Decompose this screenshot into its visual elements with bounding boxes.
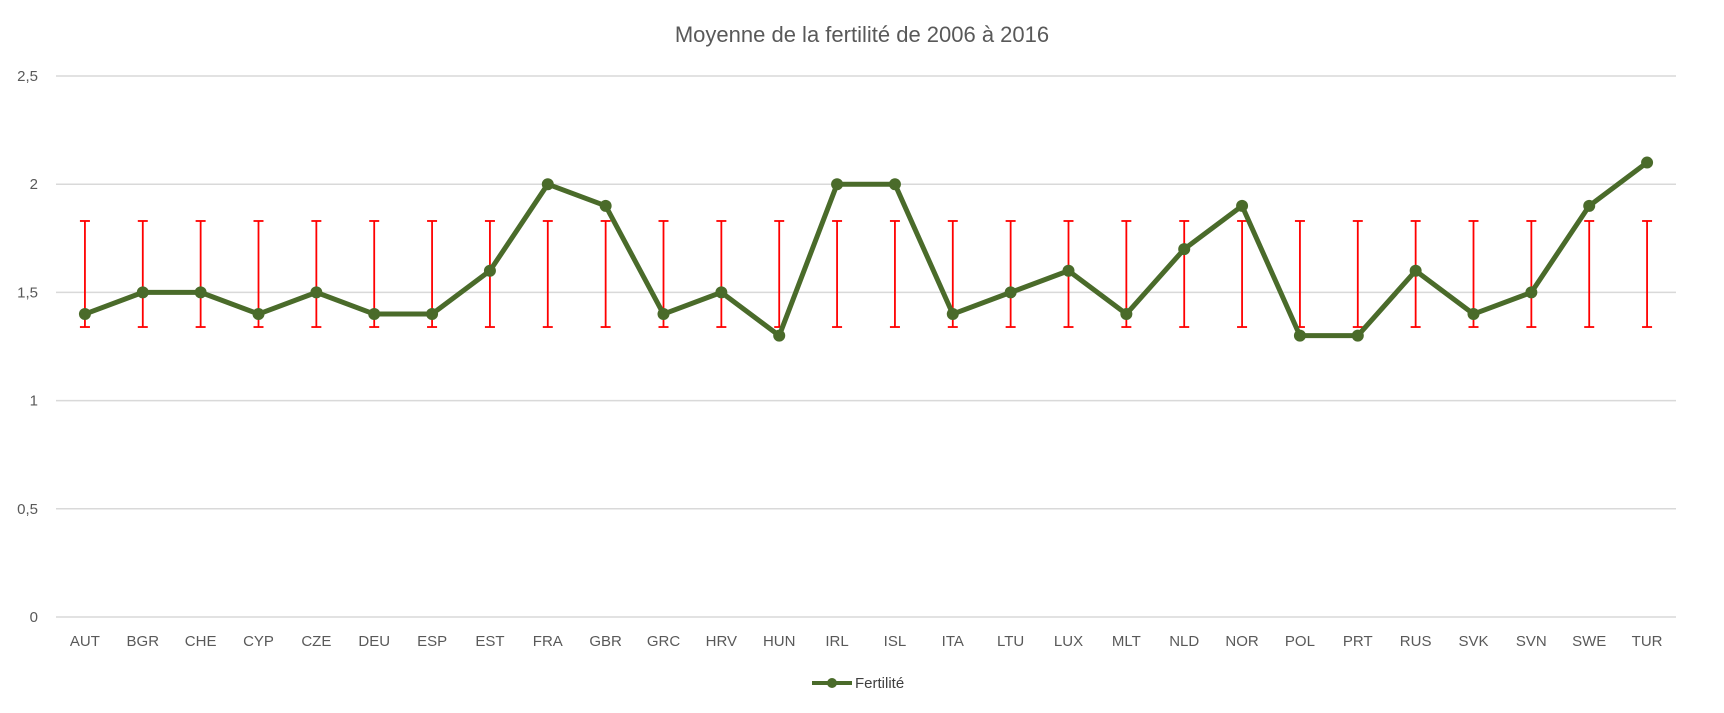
y-tick-label: 2,5	[17, 68, 38, 85]
x-tick-label: SVN	[1516, 633, 1547, 650]
y-axis-ticks: 0 0,5 1 1,5 2 2,5	[17, 68, 38, 626]
data-point	[426, 308, 439, 321]
data-point	[1641, 156, 1654, 169]
data-point	[252, 308, 265, 321]
x-tick-label: NLD	[1169, 633, 1199, 650]
error-bar	[1005, 220, 1016, 328]
data-point	[1120, 308, 1133, 321]
error-bar	[1584, 220, 1595, 328]
y-tick-label: 2	[30, 176, 38, 193]
data-point	[194, 286, 207, 299]
legend-marker	[827, 678, 837, 688]
x-tick-label: CZE	[301, 633, 331, 650]
data-point	[368, 308, 381, 321]
gridlines	[56, 75, 1676, 618]
x-tick-label: LUX	[1054, 633, 1083, 650]
x-tick-label: DEU	[358, 633, 390, 650]
chart-title: Moyenne de la fertilité de 2006 à 2016	[675, 22, 1049, 47]
x-tick-label: NOR	[1225, 633, 1259, 650]
data-point	[541, 178, 554, 191]
error-bar	[1237, 220, 1248, 328]
y-tick-label: 0	[30, 609, 38, 626]
data-point	[1525, 286, 1538, 299]
error-bar	[1179, 220, 1190, 328]
x-tick-label: SVK	[1458, 633, 1488, 650]
x-tick-label: BGR	[127, 633, 160, 650]
data-point	[1583, 199, 1596, 212]
x-tick-label: FRA	[533, 633, 563, 650]
data-point	[773, 329, 786, 342]
error-bar	[600, 220, 611, 328]
error-bar	[542, 220, 553, 328]
data-point	[1236, 199, 1249, 212]
x-tick-label: ISL	[884, 633, 907, 650]
data-point	[715, 286, 728, 299]
x-tick-label: HUN	[763, 633, 796, 650]
y-tick-label: 1	[30, 393, 38, 410]
data-point	[310, 286, 323, 299]
data-point	[1409, 264, 1422, 277]
data-point	[831, 178, 844, 191]
x-tick-label: POL	[1285, 633, 1315, 650]
data-point	[888, 178, 901, 191]
error-bar	[716, 220, 727, 328]
data-point	[599, 199, 612, 212]
data-point	[1351, 329, 1364, 342]
x-tick-label: MLT	[1112, 633, 1141, 650]
data-point	[78, 308, 91, 321]
error-bar	[1352, 220, 1363, 328]
error-bar	[137, 220, 148, 328]
error-bar	[774, 220, 785, 328]
x-tick-label: SWE	[1572, 633, 1606, 650]
data-point	[483, 264, 496, 277]
data-point	[1467, 308, 1480, 321]
x-tick-label: LTU	[997, 633, 1024, 650]
x-tick-label: PRT	[1343, 633, 1373, 650]
error-bar	[1526, 220, 1537, 328]
series-line	[82, 160, 1650, 339]
error-bar	[1642, 220, 1653, 328]
y-tick-label: 0,5	[17, 501, 38, 518]
x-tick-label: CYP	[243, 633, 274, 650]
error-bar	[195, 220, 206, 328]
data-point	[1004, 286, 1017, 299]
x-axis-ticks: AUT BGR CHE CYP CZE DEU ESP EST FRA GBR GRC HRV HUN I…	[70, 633, 1663, 650]
error-bar	[889, 220, 900, 328]
x-tick-label: ITA	[942, 633, 964, 650]
x-tick-label: EST	[475, 633, 504, 650]
legend: Fertilité	[812, 675, 904, 692]
y-tick-label: 1,5	[17, 284, 38, 301]
data-point	[657, 308, 670, 321]
x-tick-label: HRV	[706, 633, 737, 650]
x-tick-label: CHE	[185, 633, 217, 650]
x-tick-label: TUR	[1632, 633, 1663, 650]
legend-label: Fertilité	[855, 675, 904, 692]
x-tick-label: GRC	[647, 633, 681, 650]
data-point	[1062, 264, 1075, 277]
series-fertilite	[78, 156, 1654, 342]
x-tick-label: GBR	[589, 633, 622, 650]
data-point	[1293, 329, 1306, 342]
x-tick-label: ESP	[417, 633, 447, 650]
x-tick-label: IRL	[825, 633, 848, 650]
error-bar	[832, 220, 843, 328]
x-tick-label: RUS	[1400, 633, 1432, 650]
error-bar	[311, 220, 322, 328]
data-point	[946, 308, 959, 321]
data-point	[136, 286, 149, 299]
error-bar	[1294, 220, 1305, 328]
x-tick-label: AUT	[70, 633, 100, 650]
data-point	[1178, 243, 1191, 256]
